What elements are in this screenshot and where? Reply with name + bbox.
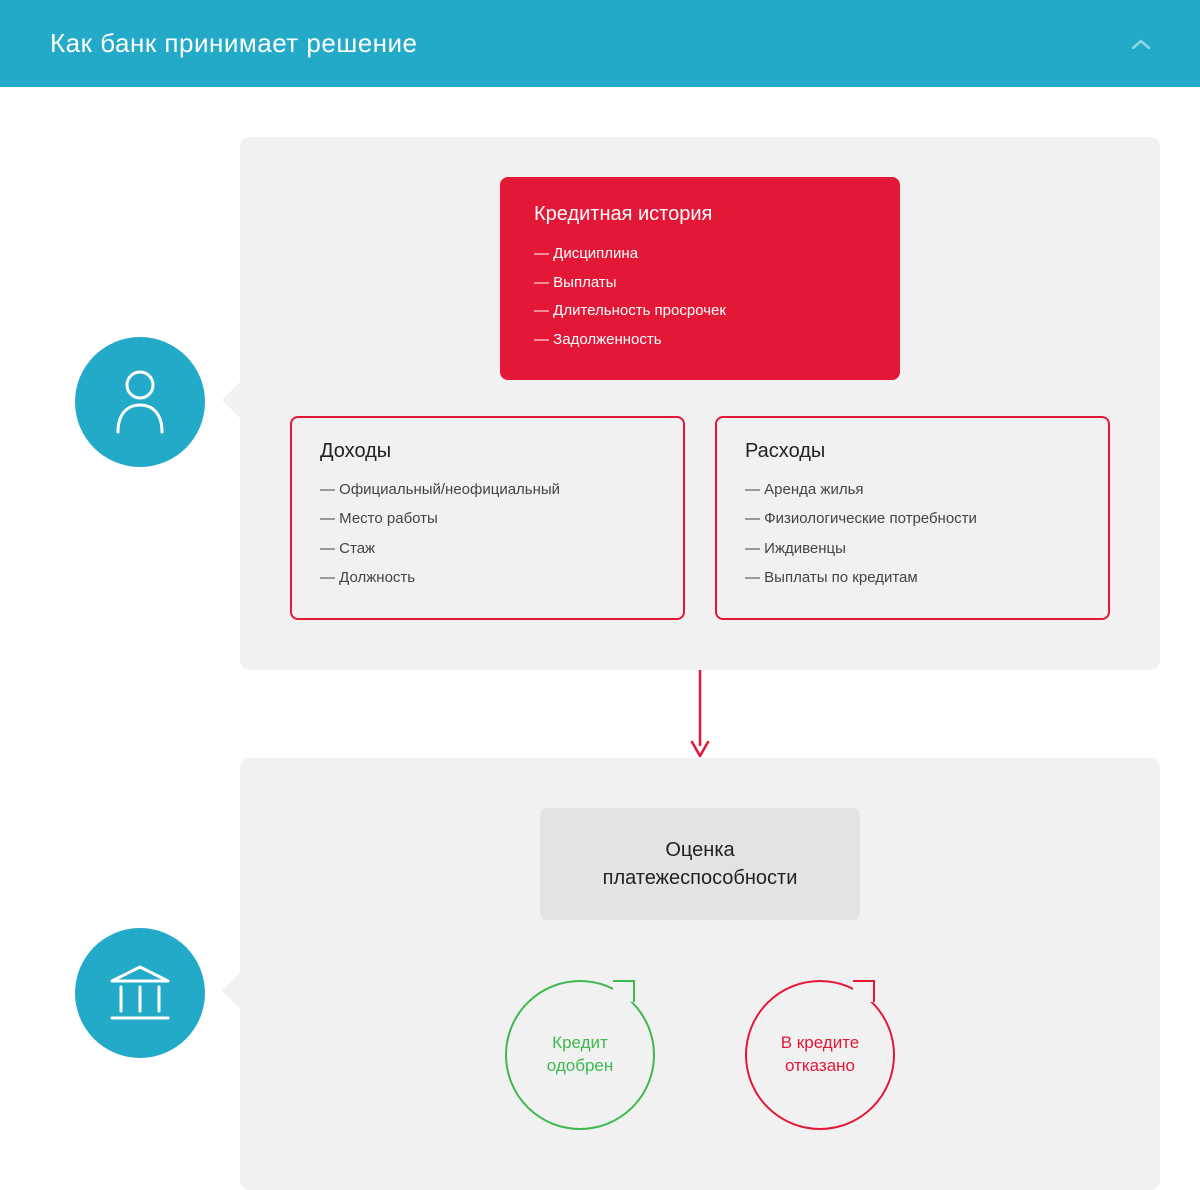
list-item: — Выплаты по кредитам <box>745 563 1080 592</box>
panel-column-person: Кредитная история — Дисциплина — Выплаты… <box>240 137 1160 758</box>
speech-notch <box>853 980 875 1002</box>
credit-history-list: — Дисциплина — Выплаты — Длительность пр… <box>534 240 866 354</box>
denied-line1: В кредите <box>781 1033 860 1052</box>
evaluation-box: Оценка платежеспособности <box>540 808 860 920</box>
person-icon <box>112 369 168 435</box>
bank-circle <box>75 928 205 1058</box>
accordion-header[interactable]: Как банк принимает решение <box>0 0 1200 87</box>
list-item: — Аренда жилья <box>745 475 1080 504</box>
credit-history-title: Кредитная история <box>534 203 866 226</box>
expenses-box: Расходы — Аренда жилья — Физиологические… <box>715 416 1110 620</box>
icon-column-bank <box>40 758 240 1058</box>
list-item: — Место работы <box>320 504 655 533</box>
credit-history-box: Кредитная история — Дисциплина — Выплаты… <box>500 177 900 380</box>
speech-notch <box>613 980 635 1002</box>
person-circle <box>75 337 205 467</box>
person-panel: Кредитная история — Дисциплина — Выплаты… <box>240 137 1160 670</box>
header-title: Как банк принимает решение <box>50 28 418 59</box>
income-list: — Официальный/неофициальный — Место рабо… <box>320 475 655 592</box>
list-item: — Стаж <box>320 534 655 563</box>
chevron-up-icon <box>1132 39 1150 49</box>
diagram-content: Кредитная история — Дисциплина — Выплаты… <box>0 87 1200 1190</box>
section-bank: Оценка платежеспособности Кредит одобрен <box>40 758 1160 1190</box>
denied-circle: В кредите отказано <box>745 980 895 1130</box>
list-item: — Длительность просрочек <box>534 297 866 326</box>
evaluation-line2: платежеспособности <box>603 867 798 889</box>
list-item: — Задолженность <box>534 326 866 355</box>
approved-line1: Кредит <box>552 1033 608 1052</box>
list-item: — Иждивенцы <box>745 534 1080 563</box>
icon-column-person <box>40 137 240 467</box>
list-item: — Дисциплина <box>534 240 866 269</box>
arrow-down-icon <box>688 670 712 758</box>
panel-column-bank: Оценка платежеспособности Кредит одобрен <box>240 758 1160 1190</box>
denied-line2: отказано <box>785 1056 855 1075</box>
bank-icon <box>106 963 174 1023</box>
arrow-down <box>240 670 1160 758</box>
bank-panel: Оценка платежеспособности Кредит одобрен <box>240 758 1160 1190</box>
approved-line2: одобрен <box>547 1056 614 1075</box>
expenses-list: — Аренда жилья — Физиологические потребн… <box>745 475 1080 592</box>
list-item: — Официальный/неофициальный <box>320 475 655 504</box>
list-item: — Физиологические потребности <box>745 504 1080 533</box>
income-expense-row: Доходы — Официальный/неофициальный — Мес… <box>290 416 1110 620</box>
approved-circle: Кредит одобрен <box>505 980 655 1130</box>
list-item: — Должность <box>320 563 655 592</box>
list-item: — Выплаты <box>534 269 866 298</box>
expenses-title: Расходы <box>745 440 1080 463</box>
decision-row: Кредит одобрен В кредите отказано <box>290 980 1110 1130</box>
income-title: Доходы <box>320 440 655 463</box>
panel-pointer <box>222 382 240 418</box>
section-person: Кредитная история — Дисциплина — Выплаты… <box>40 137 1160 758</box>
income-box: Доходы — Официальный/неофициальный — Мес… <box>290 416 685 620</box>
evaluation-line1: Оценка <box>665 839 734 861</box>
panel-pointer <box>222 973 240 1009</box>
